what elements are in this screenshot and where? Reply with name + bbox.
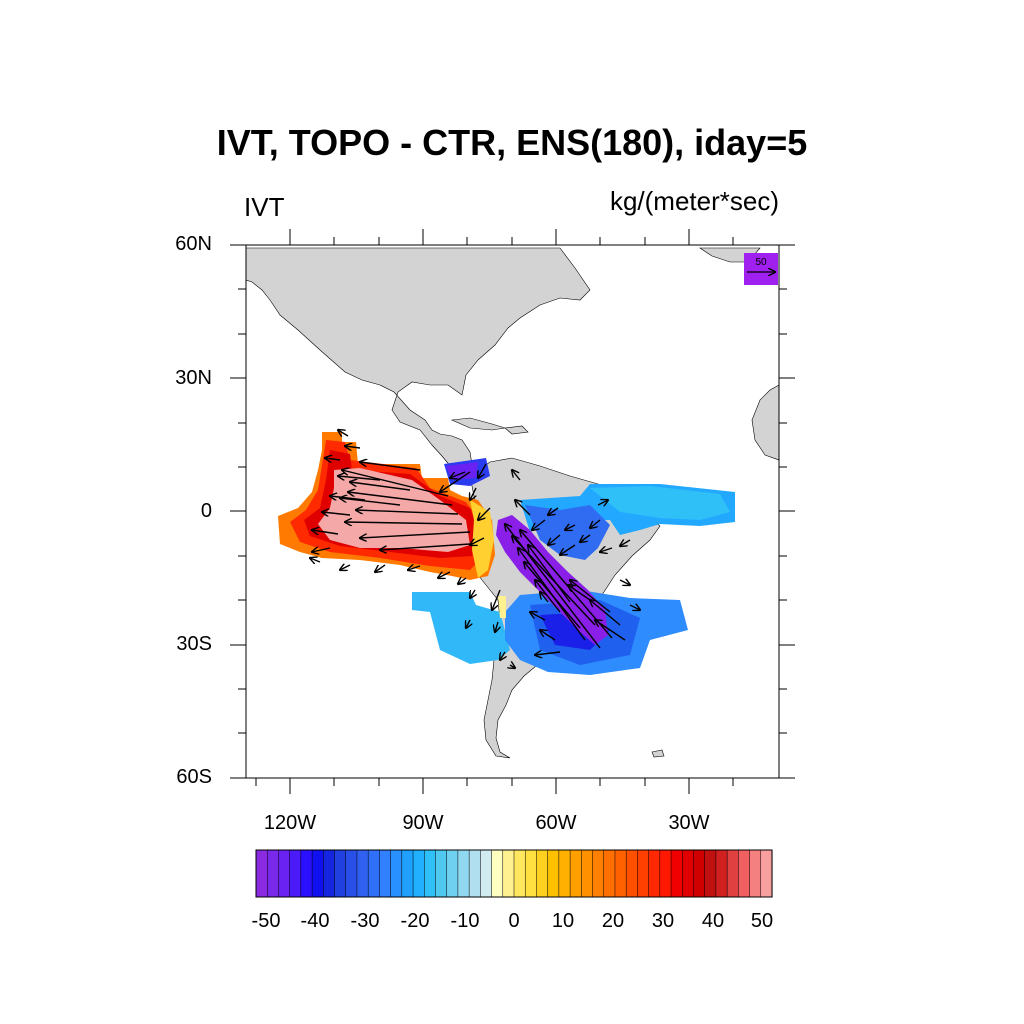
colorbar-swatch bbox=[648, 849, 661, 898]
north-america-land bbox=[246, 247, 591, 479]
colorbar-swatch bbox=[581, 849, 594, 898]
colorbar-swatch bbox=[401, 849, 414, 898]
colorbar-swatch bbox=[704, 849, 717, 898]
reference-vector: 50 bbox=[744, 253, 778, 285]
map-panel bbox=[246, 245, 779, 778]
lon-label-60w: 60W bbox=[535, 812, 577, 834]
ivt-vectors bbox=[310, 430, 640, 668]
lat-label-60s: 60S bbox=[176, 766, 212, 788]
colorbar-label: -20 bbox=[400, 910, 430, 932]
colorbar-swatch bbox=[278, 849, 291, 898]
lat-label-0: 0 bbox=[200, 500, 212, 522]
colorbar-swatch bbox=[334, 849, 347, 898]
colorbar-label: 0 bbox=[508, 910, 520, 932]
lat-label-60n: 60N bbox=[175, 233, 212, 255]
colorbar-swatch bbox=[367, 849, 380, 898]
colorbar-swatch bbox=[558, 849, 571, 898]
colorbar-swatch bbox=[693, 849, 706, 898]
colorbar-swatch bbox=[300, 849, 313, 898]
colorbar-swatch bbox=[424, 849, 437, 898]
lat-label-30n: 30N bbox=[175, 367, 212, 389]
lon-label-120w: 120W bbox=[263, 812, 317, 834]
colorbar-swatch bbox=[457, 849, 470, 898]
colorbar-swatch bbox=[760, 849, 773, 898]
colorbar-swatch bbox=[670, 849, 683, 898]
plot-title: IVT, TOPO - CTR, ENS(180), iday=5 bbox=[216, 122, 808, 163]
colorbar-swatch bbox=[637, 849, 650, 898]
colorbar-swatch bbox=[614, 849, 627, 898]
pacific-warm-core bbox=[318, 468, 470, 552]
africa-edge bbox=[751, 384, 779, 461]
colorbar-swatch bbox=[738, 849, 751, 898]
hispaniola bbox=[504, 425, 529, 435]
colorbar-swatch bbox=[289, 849, 302, 898]
colorbar-swatch bbox=[323, 849, 336, 898]
colorbar-label: 30 bbox=[651, 910, 675, 932]
colorbar-swatch bbox=[446, 849, 459, 898]
colorbar bbox=[255, 849, 773, 898]
colorbar-label: -50 bbox=[251, 910, 281, 932]
subtropical-blue bbox=[412, 592, 510, 664]
colorbar-label: 40 bbox=[701, 910, 725, 932]
left-string: IVT bbox=[244, 192, 285, 222]
map-frame bbox=[230, 229, 795, 794]
colorbar-swatch bbox=[592, 849, 605, 898]
colorbar-swatch bbox=[255, 849, 268, 898]
lon-label-30w: 30W bbox=[668, 812, 710, 834]
colorbar-label: -40 bbox=[300, 910, 330, 932]
colorbar-swatch bbox=[625, 849, 638, 898]
colorbar-swatch bbox=[311, 849, 324, 898]
colorbar-swatch bbox=[435, 849, 448, 898]
colorbar-swatch bbox=[603, 849, 616, 898]
colorbar-swatch bbox=[356, 849, 369, 898]
colorbar-swatch bbox=[659, 849, 672, 898]
colorbar-swatch bbox=[468, 849, 481, 898]
colorbar-swatch bbox=[379, 849, 392, 898]
colorbar-frame bbox=[255, 849, 773, 898]
colorbar-swatch bbox=[513, 849, 526, 898]
reference-vector-label: 50 bbox=[755, 257, 767, 268]
colorbar-swatch bbox=[536, 849, 549, 898]
colorbar-swatch bbox=[749, 849, 762, 898]
colorbar-swatch bbox=[502, 849, 515, 898]
colorbar-swatch bbox=[569, 849, 582, 898]
colorbar-label: -30 bbox=[350, 910, 380, 932]
falklands bbox=[651, 749, 665, 758]
colorbar-swatch bbox=[480, 849, 493, 898]
units-string: kg/(meter*sec) bbox=[609, 186, 779, 216]
colorbar-swatch bbox=[524, 849, 537, 898]
lat-label-30s: 30S bbox=[176, 633, 212, 655]
colorbar-label: 10 bbox=[551, 910, 575, 932]
colorbar-swatch bbox=[726, 849, 739, 898]
colorbar-swatch bbox=[491, 849, 504, 898]
colorbar-swatch bbox=[412, 849, 425, 898]
colorbar-swatch bbox=[715, 849, 728, 898]
lon-label-90w: 90W bbox=[402, 812, 444, 834]
colorbar-swatch bbox=[390, 849, 403, 898]
colorbar-label: -10 bbox=[450, 910, 480, 932]
colorbar-swatch bbox=[547, 849, 560, 898]
colorbar-swatch bbox=[345, 849, 358, 898]
colorbar-swatch bbox=[682, 849, 695, 898]
colorbar-label: 50 bbox=[750, 910, 774, 932]
colorbar-swatch bbox=[266, 849, 279, 898]
colorbar-label: 20 bbox=[601, 910, 625, 932]
